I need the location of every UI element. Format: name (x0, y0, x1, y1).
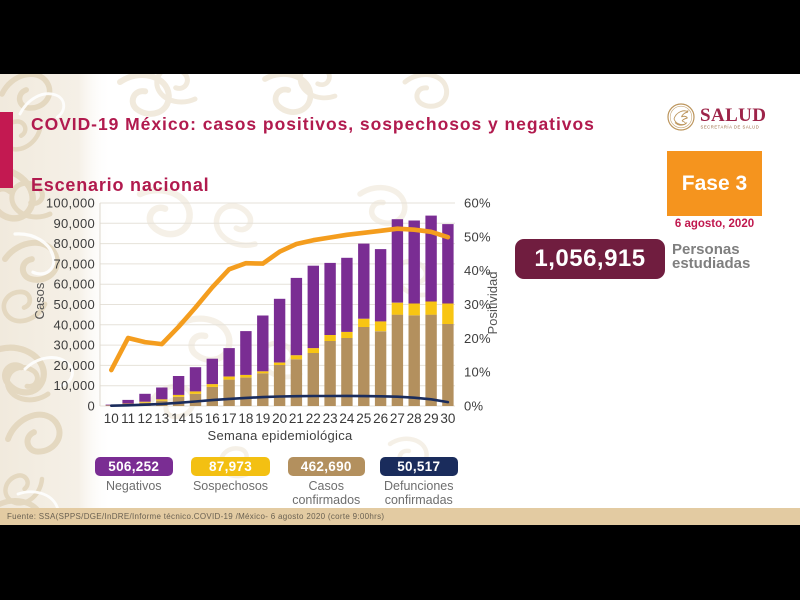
svg-text:20%: 20% (464, 331, 491, 346)
svg-text:10%: 10% (464, 365, 491, 380)
svg-text:13: 13 (154, 411, 169, 426)
svg-text:20,000: 20,000 (53, 358, 95, 373)
svg-text:28: 28 (407, 411, 422, 426)
svg-text:40,000: 40,000 (53, 317, 95, 332)
svg-text:50%: 50% (464, 229, 491, 244)
svg-text:16: 16 (205, 411, 220, 426)
svg-text:24: 24 (339, 411, 355, 426)
svg-text:20: 20 (272, 411, 287, 426)
svg-text:50,000: 50,000 (53, 297, 95, 312)
svg-text:12: 12 (137, 411, 152, 426)
svg-text:Casos: Casos (32, 282, 47, 319)
svg-text:70,000: 70,000 (53, 256, 95, 271)
svg-text:90,000: 90,000 (53, 216, 95, 231)
svg-text:29: 29 (424, 411, 439, 426)
svg-text:0%: 0% (464, 399, 484, 414)
svg-text:11: 11 (121, 411, 135, 426)
svg-text:40%: 40% (464, 263, 491, 278)
svg-text:100,000: 100,000 (46, 196, 95, 211)
svg-text:15: 15 (188, 411, 203, 426)
svg-text:18: 18 (238, 411, 253, 426)
svg-text:10,000: 10,000 (53, 378, 95, 393)
svg-text:SALUD: SALUD (700, 105, 766, 126)
svg-text:30%: 30% (464, 297, 491, 312)
svg-text:0: 0 (87, 399, 95, 414)
svg-text:Positividad: Positividad (485, 272, 500, 335)
svg-text:27: 27 (390, 411, 405, 426)
svg-text:30: 30 (440, 411, 455, 426)
svg-text:30,000: 30,000 (53, 338, 95, 353)
svg-text:Semana epidemiológica: Semana epidemiológica (207, 428, 353, 443)
svg-text:14: 14 (171, 411, 187, 426)
svg-text:23: 23 (323, 411, 338, 426)
svg-text:19: 19 (255, 411, 270, 426)
svg-text:60,000: 60,000 (53, 277, 95, 292)
svg-text:10: 10 (104, 411, 119, 426)
svg-text:25: 25 (356, 411, 371, 426)
svg-text:60%: 60% (464, 196, 491, 211)
svg-text:80,000: 80,000 (53, 236, 95, 251)
svg-text:17: 17 (222, 411, 237, 426)
svg-text:26: 26 (373, 411, 388, 426)
svg-text:SECRETARÍA DE SALUD: SECRETARÍA DE SALUD (701, 125, 760, 130)
svg-text:21: 21 (289, 411, 304, 426)
svg-text:22: 22 (306, 411, 321, 426)
